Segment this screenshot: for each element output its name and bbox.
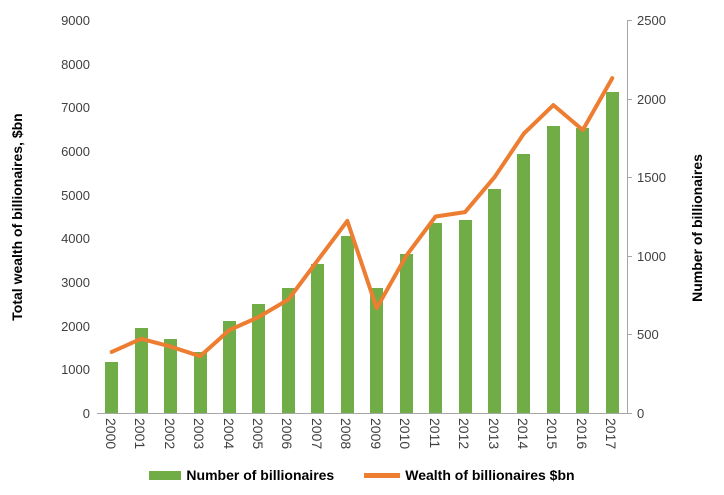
right-axis-title: Number of billionaires bbox=[689, 154, 705, 302]
right-axis-label-2000: 2000 bbox=[637, 91, 666, 107]
line-series-label: Wealth of billionaires $bn bbox=[405, 467, 575, 483]
right-axis-label-1000: 1000 bbox=[637, 248, 666, 264]
bar-2011 bbox=[429, 222, 443, 413]
bar-2005 bbox=[252, 304, 266, 413]
x-axis-label-2003: 2003 bbox=[191, 418, 208, 450]
x-axis-label-2012: 2012 bbox=[456, 418, 473, 450]
right-axis-label-1500: 1500 bbox=[637, 170, 666, 186]
right-axis-label-0: 0 bbox=[637, 406, 645, 421]
bar-2004 bbox=[223, 320, 236, 413]
left-axis-label-3000: 3000 bbox=[61, 275, 90, 290]
bar-2000 bbox=[105, 362, 119, 413]
x-axis-label-2004: 2004 bbox=[220, 418, 237, 450]
left-axis-label-7000: 7000 bbox=[61, 100, 90, 116]
x-axis-label-2000: 2000 bbox=[102, 418, 119, 450]
left-axis-label-1000: 1000 bbox=[61, 362, 90, 378]
left-axis-label-8000: 8000 bbox=[61, 56, 90, 72]
bar-series-label: Number of billionaires bbox=[186, 467, 335, 483]
left-axis-label-6000: 6000 bbox=[61, 144, 90, 159]
x-axis-label-2015: 2015 bbox=[544, 418, 561, 450]
bar-2017 bbox=[605, 91, 619, 413]
right-axis-label-500: 500 bbox=[637, 327, 659, 343]
x-axis-label-2001: 2001 bbox=[132, 418, 149, 450]
left-axis-label-9000: 9000 bbox=[61, 13, 90, 28]
bar-2002 bbox=[164, 338, 178, 413]
x-axis-label-2007: 2007 bbox=[308, 418, 325, 450]
wealth-line-series bbox=[109, 76, 615, 359]
bar-series-swatch bbox=[149, 470, 182, 480]
left-axis-label-2000: 2000 bbox=[61, 318, 90, 334]
x-axis-label-2013: 2013 bbox=[485, 418, 502, 450]
x-axis-label-2008: 2008 bbox=[338, 418, 355, 450]
left-axis-label-4000: 4000 bbox=[61, 231, 90, 247]
legend: Number of billionaires Wealth of billion… bbox=[0, 467, 724, 483]
x-axis-label-2005: 2005 bbox=[249, 418, 266, 450]
legend-item-line: Wealth of billionaires $bn bbox=[364, 467, 575, 483]
x-axis-label-2002: 2002 bbox=[161, 418, 178, 450]
bar-2014 bbox=[517, 154, 531, 413]
bar-2016 bbox=[576, 128, 590, 413]
left-axis-title: Total wealth of billionaires, $bn bbox=[9, 113, 25, 321]
x-axis-label-2009: 2009 bbox=[367, 418, 384, 450]
bar-2003 bbox=[193, 351, 207, 413]
bar-2009 bbox=[370, 288, 384, 413]
left-axis-label-0: 0 bbox=[82, 406, 90, 421]
line-series-swatch bbox=[364, 472, 401, 478]
bar-2008 bbox=[340, 236, 354, 413]
right-axis-tick-2000 bbox=[627, 98, 632, 100]
x-axis-label-2017: 2017 bbox=[603, 418, 620, 450]
x-axis-label-2010: 2010 bbox=[397, 418, 414, 450]
wealth-line bbox=[109, 76, 615, 359]
plot-area bbox=[97, 20, 627, 414]
bar-2007 bbox=[311, 264, 325, 413]
bar-2013 bbox=[488, 188, 501, 413]
bar-2001 bbox=[134, 328, 148, 413]
right-axis-spine bbox=[627, 20, 628, 414]
bar-2006 bbox=[281, 288, 295, 413]
bar-2015 bbox=[546, 125, 560, 413]
left-axis-label-5000: 5000 bbox=[61, 187, 90, 203]
right-axis-label-2500: 2500 bbox=[637, 13, 666, 28]
right-axis-tick-0 bbox=[627, 413, 632, 414]
legend-item-bars: Number of billionaires bbox=[149, 467, 334, 483]
right-axis-tick-1000 bbox=[627, 255, 632, 257]
x-axis-label-2011: 2011 bbox=[426, 418, 443, 449]
x-axis-label-2016: 2016 bbox=[573, 418, 590, 450]
right-axis-tick-1500 bbox=[627, 177, 632, 179]
bar-2012 bbox=[458, 220, 472, 413]
right-axis-tick-500 bbox=[627, 334, 632, 336]
x-axis-label-2014: 2014 bbox=[514, 418, 531, 450]
bar-2010 bbox=[399, 254, 413, 413]
x-axis-label-2006: 2006 bbox=[279, 418, 296, 450]
right-axis-tick-2500 bbox=[627, 20, 632, 21]
